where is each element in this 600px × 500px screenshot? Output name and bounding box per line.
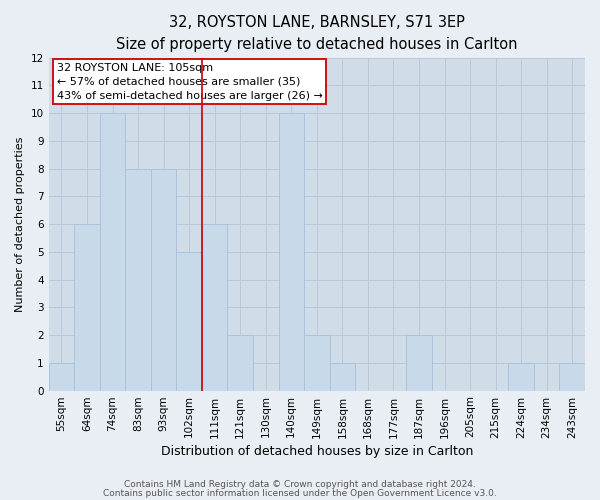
Bar <box>329 363 355 390</box>
Bar <box>406 335 432 390</box>
Bar <box>74 224 100 390</box>
Text: Contains public sector information licensed under the Open Government Licence v3: Contains public sector information licen… <box>103 488 497 498</box>
Bar <box>202 224 227 390</box>
Bar <box>304 335 329 390</box>
Bar <box>227 335 253 390</box>
Bar <box>49 363 74 390</box>
Bar <box>278 113 304 390</box>
Text: 32 ROYSTON LANE: 105sqm
← 57% of detached houses are smaller (35)
43% of semi-de: 32 ROYSTON LANE: 105sqm ← 57% of detache… <box>57 62 323 100</box>
Bar <box>100 113 125 390</box>
Bar <box>151 168 176 390</box>
Bar <box>176 252 202 390</box>
Bar <box>125 168 151 390</box>
Bar <box>508 363 534 390</box>
X-axis label: Distribution of detached houses by size in Carlton: Distribution of detached houses by size … <box>161 444 473 458</box>
Title: 32, ROYSTON LANE, BARNSLEY, S71 3EP
Size of property relative to detached houses: 32, ROYSTON LANE, BARNSLEY, S71 3EP Size… <box>116 15 518 52</box>
Text: Contains HM Land Registry data © Crown copyright and database right 2024.: Contains HM Land Registry data © Crown c… <box>124 480 476 489</box>
Bar <box>559 363 585 390</box>
Y-axis label: Number of detached properties: Number of detached properties <box>15 136 25 312</box>
